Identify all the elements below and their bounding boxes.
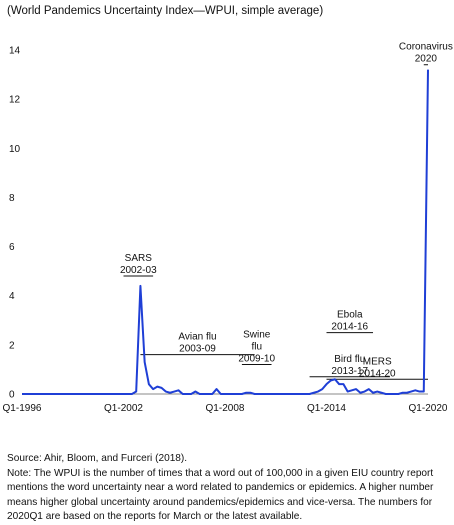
data-point	[347, 391, 349, 393]
data-point	[326, 383, 328, 385]
data-point	[368, 388, 370, 390]
data-point	[135, 391, 137, 393]
y-tick-label: 14	[9, 46, 21, 57]
chart-subtitle: (World Pandemics Uncertainty Index—WPUI,…	[7, 5, 324, 17]
x-tick-label: Q1-2014	[307, 403, 346, 414]
data-point	[250, 392, 252, 394]
annotation-label: Ebola	[337, 310, 363, 321]
y-tick-label: 10	[9, 144, 21, 155]
data-point	[385, 393, 387, 395]
annotation-label: 2013-17	[331, 366, 368, 377]
data-point	[317, 391, 319, 393]
data-point	[334, 378, 336, 380]
data-point	[220, 393, 222, 395]
data-point	[309, 393, 311, 395]
data-point	[338, 383, 340, 385]
y-tick-label: 4	[9, 291, 15, 302]
data-point	[173, 391, 175, 393]
data-point	[161, 387, 163, 389]
data-point	[410, 391, 412, 393]
source-note: Source: Ahir, Bloom, and Furceri (2018).	[7, 453, 188, 464]
data-point	[364, 391, 366, 393]
data-point	[182, 393, 184, 395]
annotation-label: 2020	[415, 54, 438, 65]
annotation-label: 2003-09	[179, 344, 216, 355]
explanatory-note: Note: The WPUI is the number of times th…	[7, 467, 434, 523]
data-point	[321, 388, 323, 390]
data-point	[415, 390, 417, 392]
data-point	[372, 392, 374, 394]
annotation-label: 2014-20	[359, 368, 396, 379]
y-tick-label: 12	[9, 95, 21, 106]
data-point	[21, 393, 23, 395]
data-point	[131, 393, 133, 395]
data-point	[195, 391, 197, 393]
data-point	[157, 386, 159, 388]
data-point	[330, 380, 332, 382]
data-point	[165, 391, 167, 393]
data-point	[178, 390, 180, 392]
pandemic-uncertainty-chart: 0 2 4 6 8 10 12 14 Q1-1996 Q1-2002 Q1-2008 Q1-2014 Q…	[3, 42, 453, 414]
data-point	[254, 393, 256, 395]
y-tick-label: 2	[9, 340, 15, 351]
data-point	[406, 392, 408, 394]
data-point	[351, 390, 353, 392]
annotation-label: Coronavirus	[399, 42, 453, 53]
annotation-label: Swine	[243, 330, 271, 341]
data-point	[241, 393, 243, 395]
annotation-label: 2009-10	[238, 354, 275, 365]
y-tick-label: 0	[9, 390, 15, 401]
annotation-label: Bird flu	[334, 354, 365, 365]
y-tick-label: 8	[9, 193, 15, 204]
data-point	[199, 393, 201, 395]
annotation-label: Avian flu	[178, 332, 216, 343]
chart-footer: Source: Ahir, Bloom, and Furceri (2018).…	[7, 452, 452, 525]
x-tick-label: Q1-2020	[409, 403, 448, 414]
data-point	[419, 391, 421, 393]
data-point	[245, 392, 247, 394]
data-point	[148, 383, 150, 385]
data-point	[355, 388, 357, 390]
data-point	[360, 392, 362, 394]
data-point	[169, 392, 171, 394]
data-point	[216, 388, 218, 390]
data-point	[144, 361, 146, 363]
wpui-series-line	[22, 69, 429, 395]
annotation-label: SARS	[125, 253, 153, 264]
annotation-label: 2002-03	[120, 265, 157, 276]
data-point	[152, 388, 154, 390]
data-point	[190, 393, 192, 395]
x-tick-label: Q1-2002	[104, 403, 143, 414]
data-point	[423, 391, 425, 393]
data-point	[398, 393, 400, 395]
data-point	[313, 392, 315, 394]
x-tick-label: Q1-1996	[3, 403, 42, 414]
annotation-label: MERS	[363, 356, 392, 367]
data-point	[140, 285, 142, 287]
data-point	[376, 391, 378, 393]
y-tick-label: 6	[9, 242, 15, 253]
data-point	[381, 392, 383, 394]
data-point	[343, 383, 345, 385]
annotation-label: 2014-16	[331, 322, 368, 333]
x-tick-label: Q1-2008	[206, 403, 245, 414]
data-point	[402, 392, 404, 394]
annotation-label: flu	[251, 342, 262, 353]
data-point	[427, 69, 429, 71]
data-point	[212, 393, 214, 395]
